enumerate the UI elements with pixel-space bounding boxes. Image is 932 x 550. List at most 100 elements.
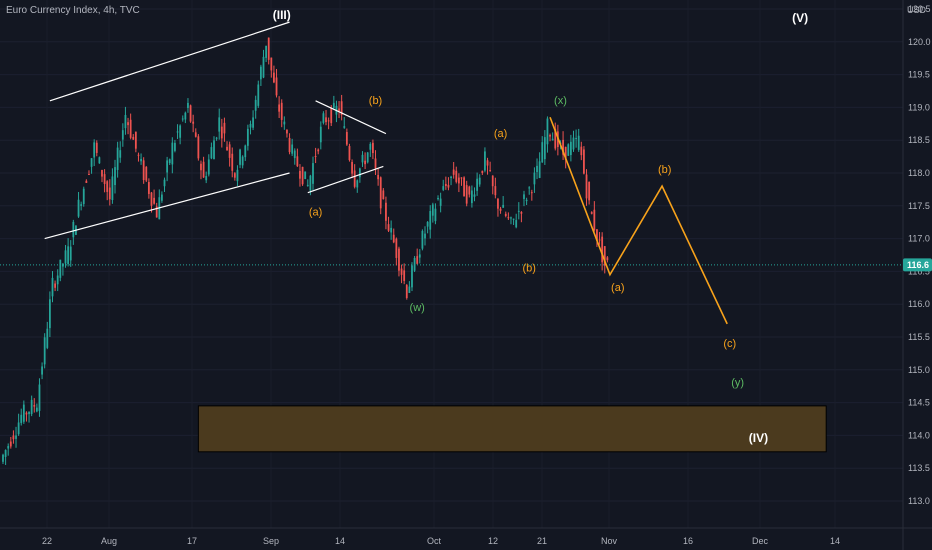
candle-body [567, 144, 570, 156]
time-tick: Oct [427, 536, 442, 546]
candle-body [543, 137, 546, 160]
last-price-badge: 116.6 [903, 258, 932, 272]
candle-body [434, 208, 437, 222]
candle-body [22, 404, 25, 422]
candle-body [606, 257, 609, 261]
candle-body [278, 104, 281, 112]
candle-body [288, 138, 291, 153]
candle-body [364, 160, 366, 165]
last-price-badge-bg [903, 258, 932, 272]
candle-body [262, 56, 265, 78]
candle-body [119, 150, 122, 158]
candle-body [46, 328, 49, 348]
candle-body [252, 117, 254, 128]
candle-body [405, 285, 408, 298]
candle-body [12, 435, 15, 440]
candle-body [455, 170, 458, 182]
candle-body [41, 366, 43, 375]
candle-body [413, 257, 416, 271]
candle-body [598, 239, 601, 241]
price-tick: 115.5 [908, 332, 930, 342]
price-tick: 113.5 [908, 463, 930, 473]
candle-body [577, 135, 580, 150]
candle-body [426, 221, 429, 227]
candle-body [239, 149, 241, 165]
time-tick: 14 [830, 536, 840, 546]
candle-body [504, 213, 507, 216]
candle-body [358, 168, 361, 178]
candle-body [525, 199, 528, 202]
trendline [307, 165, 384, 194]
candle-body [494, 186, 497, 196]
candle-body [161, 194, 163, 201]
candle-body [142, 160, 145, 181]
candle-body [236, 169, 239, 182]
price-axis[interactable]: 120.5 120.0 119.5 119.0 118.5 118.0 117.5 117.0… [908, 4, 931, 506]
candle-body [200, 163, 202, 171]
trendline [44, 172, 290, 240]
candle-body [601, 236, 604, 263]
candle-body [583, 149, 585, 174]
candle-body [101, 170, 103, 177]
last-price-value: 116.6 [907, 260, 929, 270]
candle-body [62, 263, 64, 267]
candle-body [512, 218, 515, 220]
candle-body [541, 142, 544, 163]
candle-body [82, 188, 85, 204]
candle-body [351, 161, 353, 174]
candle-body [507, 217, 510, 219]
time-tick: 12 [488, 536, 498, 546]
candle-body [460, 177, 463, 179]
candle-body [275, 77, 278, 96]
candle-body [103, 174, 106, 185]
candle-body [361, 154, 364, 163]
wave-label: (IV) [749, 431, 768, 445]
candle-body [418, 254, 421, 258]
candle-body [197, 136, 200, 159]
time-tick: Sep [263, 536, 279, 546]
candle-body [353, 170, 356, 187]
candle-body [372, 142, 374, 154]
candle-body [179, 125, 182, 138]
candle-body [2, 454, 4, 462]
candle-body [270, 57, 273, 71]
candle-body [116, 147, 119, 170]
candle-body [187, 102, 189, 108]
price-tick: 113.0 [908, 496, 930, 506]
candle-body [88, 174, 90, 176]
candle-body [444, 183, 447, 187]
candle-body [213, 140, 215, 160]
price-tick: 115.0 [908, 365, 930, 375]
candle-body [429, 211, 432, 230]
candle-body [299, 170, 301, 179]
candle-body [510, 217, 512, 219]
candle-body [536, 165, 538, 173]
wave-label: (b) [658, 164, 671, 176]
candle-body [43, 337, 46, 365]
candle-body [283, 121, 286, 125]
candle-body [296, 156, 299, 167]
candle-body [520, 212, 523, 214]
candle-body [291, 144, 294, 154]
candle-body [215, 137, 218, 139]
candle-body [392, 234, 395, 243]
candle-body [499, 208, 502, 211]
candle-body [286, 129, 288, 134]
candle-body [90, 158, 93, 167]
candle-body [306, 184, 309, 186]
candle-body [450, 176, 452, 178]
candle-body [301, 166, 304, 185]
candle-body [489, 170, 492, 172]
time-tick: Dec [752, 536, 769, 546]
candle-body [189, 105, 192, 122]
candle-body [549, 134, 551, 137]
candle-body [17, 422, 20, 435]
candle-body [533, 172, 536, 185]
time-axis[interactable]: 22 Aug 17 Sep 14 Oct 12 21 Nov 16 Dec 14 [42, 536, 840, 546]
wave-labels: (III) (b) (a) (w) (a) (b) (x) (a) (b) (c) (y) (IV) (… [273, 8, 808, 445]
candle-body [54, 283, 56, 288]
candle-body [343, 126, 346, 128]
candle-body [309, 175, 312, 191]
time-tick: 22 [42, 536, 52, 546]
